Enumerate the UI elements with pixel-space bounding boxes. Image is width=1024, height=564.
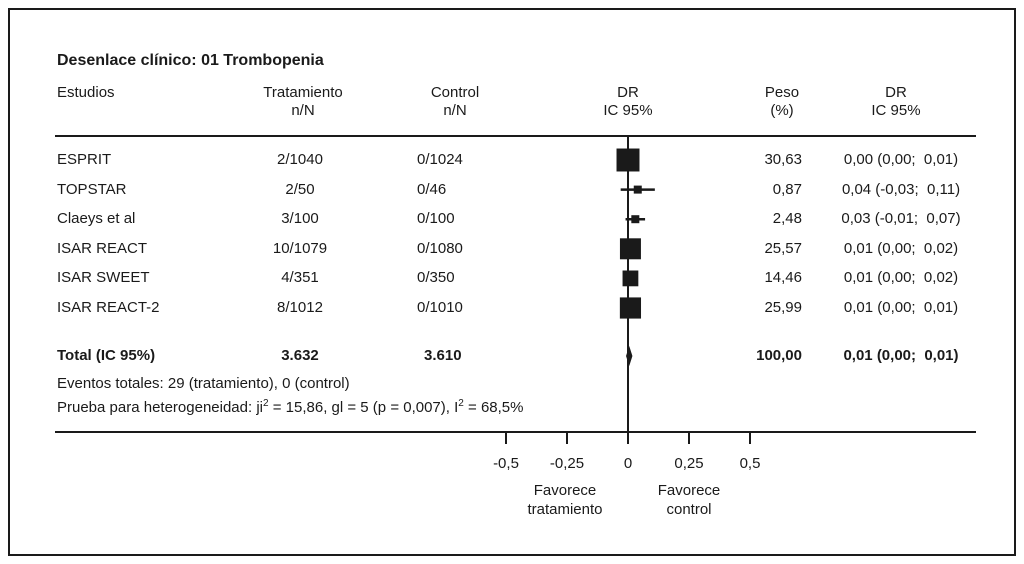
heterogeneity-text: Prueba para heterogeneidad: ji (57, 399, 263, 416)
treatment-value: 2/1040 (277, 151, 323, 168)
axis-tick-label: 0,5 (739, 455, 761, 472)
dr-ci-value: 0,04 (-0,03; 0,11) (841, 180, 961, 198)
dr-ci-value: 0,01 (0,00; 0,01) (843, 299, 959, 316)
column-header-sublabel: IC 95% (871, 102, 921, 119)
column-header-dr-plot: DR IC 95% (568, 84, 688, 120)
dr-ci-value: 0,00 (0,00; 0,01) (843, 151, 959, 168)
study-name: ISAR SWEET (57, 269, 150, 287)
treatment-value: 2/50 (285, 180, 315, 198)
axis-tick-label: -0,5 (493, 455, 519, 472)
heterogeneity-note: Prueba para heterogeneidad: ji2 = 15,86,… (57, 399, 523, 417)
column-header-label: Estudios (57, 84, 115, 101)
heterogeneity-text: = 15,86, gl = 5 (p = 0,007), I (268, 399, 459, 416)
column-header-dr-text: DR IC 95% (836, 84, 956, 120)
favors-label-line: Favorece (533, 482, 597, 499)
total-treatment-value: 3.632 (281, 347, 319, 364)
treatment-value: 10/1079 (272, 239, 328, 257)
study-name: Claeys et al (57, 210, 136, 228)
study-name: ISAR REACT (57, 239, 148, 257)
favors-label-line: Favorece (657, 482, 721, 499)
control-value: 0/1080 (417, 239, 463, 257)
axis-tick-label: -0,25 (549, 455, 585, 472)
figure-border (8, 8, 1016, 556)
weight-value: 2,48 (772, 210, 802, 228)
weight-value: 14,46 (764, 269, 802, 287)
treatment-value: 3/100 (281, 210, 319, 228)
total-weight-value: 100,00 (756, 347, 802, 364)
dr-ci-value: 0,03 (-0,01; 0,07) (841, 210, 961, 228)
column-header-sublabel: n/N (291, 102, 315, 119)
column-header-control: Control n/N (395, 84, 515, 120)
superscript-2: 2 (458, 398, 464, 409)
column-header-label: Peso (764, 84, 800, 101)
total-dr-ci-value: 0,01 (0,00; 0,01) (843, 347, 959, 364)
column-header-label: Control (430, 84, 480, 101)
axis-tick-label: 0 (623, 455, 633, 472)
column-header-label: Tratamiento (263, 84, 343, 101)
treatment-value: 4/351 (281, 269, 319, 287)
study-name: ISAR REACT-2 (57, 299, 160, 316)
favors-treatment-label: Favorece tratamiento (490, 481, 640, 519)
events-note: Eventos totales: 29 (tratamiento), 0 (co… (57, 375, 350, 392)
treatment-value: 8/1012 (277, 299, 323, 316)
column-header-tratamiento: Tratamiento n/N (243, 84, 363, 120)
control-value: 0/46 (417, 180, 447, 198)
total-control-value: 3.610 (424, 347, 462, 364)
total-label: Total (IC 95%) (57, 347, 156, 364)
column-header-label: DR (885, 84, 907, 101)
column-header-label: DR (617, 84, 639, 101)
column-header-sublabel: n/N (443, 102, 467, 119)
weight-value: 30,63 (764, 151, 802, 168)
page-title: Desenlace clínico: 01 Trombopenia (57, 52, 324, 69)
favors-control-label: Favorece control (614, 481, 764, 519)
axis-tick-label: 0,25 (674, 455, 704, 472)
study-name: ESPRIT (57, 151, 112, 168)
dr-ci-value: 0,01 (0,00; 0,02) (843, 239, 959, 257)
superscript-2: 2 (263, 398, 269, 409)
favors-label-line: tratamiento (527, 501, 603, 518)
weight-value: 25,99 (764, 299, 802, 316)
heterogeneity-text: = 68,5% (463, 399, 524, 416)
weight-value: 25,57 (764, 239, 802, 257)
column-header-peso: Peso (%) (722, 84, 842, 120)
favors-label-line: control (666, 501, 712, 518)
control-value: 0/1024 (417, 151, 463, 168)
control-value: 0/1010 (417, 299, 463, 316)
header-rule (55, 135, 976, 137)
weight-value: 0,87 (772, 180, 802, 198)
study-name: TOPSTAR (57, 180, 127, 198)
control-value: 0/350 (417, 269, 455, 287)
column-header-sublabel: (%) (770, 102, 794, 119)
column-header-sublabel: IC 95% (603, 102, 653, 119)
column-header-estudios: Estudios (57, 84, 115, 102)
axis-rule (55, 431, 976, 433)
dr-ci-value: 0,01 (0,00; 0,02) (843, 269, 959, 287)
control-value: 0/100 (417, 210, 455, 228)
